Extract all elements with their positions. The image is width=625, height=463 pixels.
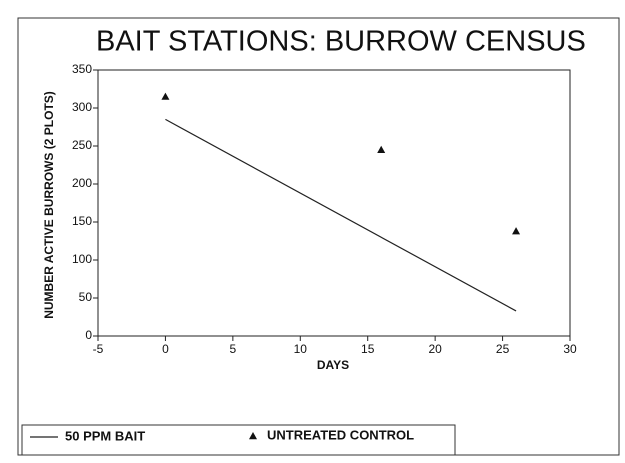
y-tick-label: 200: [72, 176, 92, 190]
series-line: [165, 118, 517, 312]
y-tick-label: 0: [85, 328, 92, 342]
chart-title: BAIT STATIONS: BURROW CENSUS: [96, 26, 586, 58]
y-tick-label: 100: [72, 252, 92, 266]
y-tick-label: 350: [72, 62, 92, 76]
x-tick-label: -5: [93, 342, 104, 356]
x-tick-label: 0: [162, 342, 169, 356]
legend-text: UNTREATED CONTROL: [267, 427, 414, 442]
x-tick-label: 10: [294, 342, 308, 356]
marker: [377, 145, 386, 153]
y-tick-label: 250: [72, 138, 92, 152]
x-axis-label: DAYS: [317, 358, 349, 372]
legend-text: 50 PPM BAIT: [65, 428, 145, 443]
legend-marker: [249, 432, 257, 440]
x-tick-label: 5: [230, 342, 237, 356]
frame: [17, 17, 620, 456]
y-axis-label: NUMBER ACTIVE BURROWS (2 PLOTS): [42, 91, 56, 319]
y-tick-label: 300: [72, 100, 92, 114]
y-tick-label: 50: [79, 290, 93, 304]
x-tick-label: 15: [361, 342, 375, 356]
x-tick-label: 20: [428, 342, 442, 356]
marker: [512, 227, 521, 235]
y-tick-label: 150: [72, 214, 92, 228]
x-tick-label: 25: [496, 342, 510, 356]
marker: [161, 92, 170, 100]
x-tick-label: 30: [563, 342, 577, 356]
legend: [21, 424, 456, 456]
plot-area: [97, 69, 571, 337]
